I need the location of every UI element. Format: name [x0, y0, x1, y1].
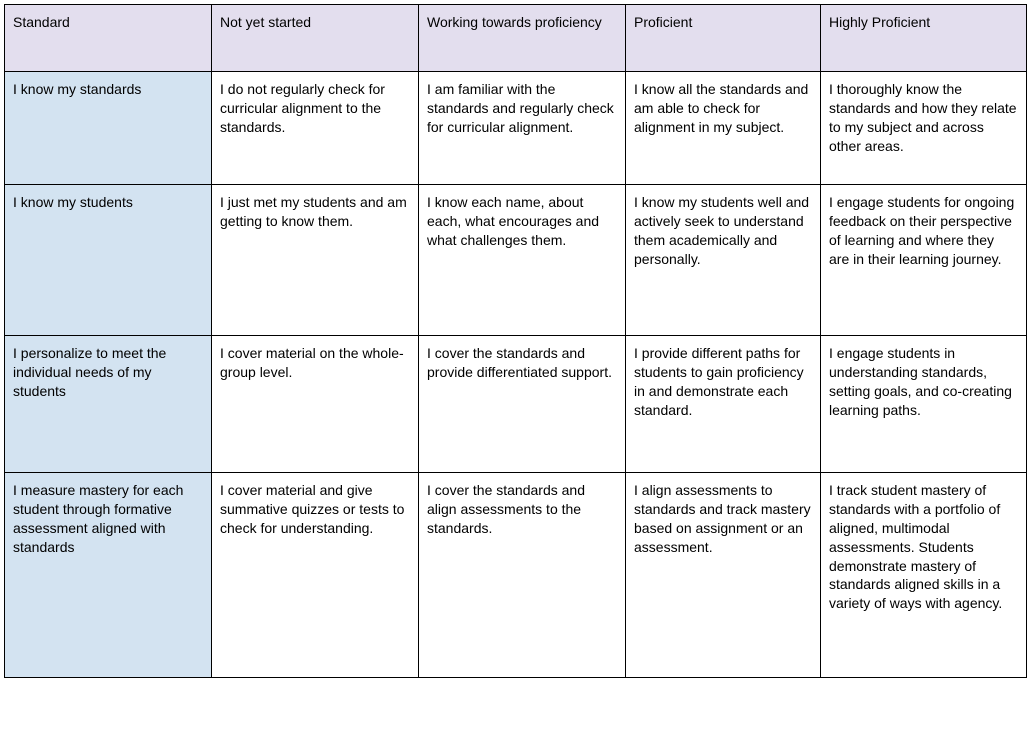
- cell-proficient: I align assessments to standards and tra…: [626, 473, 821, 678]
- cell-working: I cover the standards and provide differ…: [419, 336, 626, 473]
- col-working: Working towards proficiency: [419, 5, 626, 72]
- cell-not-yet: I just met my students and am getting to…: [212, 185, 419, 336]
- row-standard-label: I know my standards: [5, 72, 212, 185]
- cell-not-yet: I cover material on the whole-group leve…: [212, 336, 419, 473]
- table-row: I know my standards I do not regularly c…: [5, 72, 1027, 185]
- cell-highly: I engage students for ongoing feedback o…: [821, 185, 1027, 336]
- cell-proficient: I know all the standards and am able to …: [626, 72, 821, 185]
- cell-proficient: I know my students well and actively see…: [626, 185, 821, 336]
- cell-not-yet: I cover material and give summative quiz…: [212, 473, 419, 678]
- table-row: I know my students I just met my student…: [5, 185, 1027, 336]
- cell-working: I am familiar with the standards and reg…: [419, 72, 626, 185]
- cell-working: I know each name, about each, what encou…: [419, 185, 626, 336]
- col-not-yet: Not yet started: [212, 5, 419, 72]
- row-standard-label: I personalize to meet the individual nee…: [5, 336, 212, 473]
- cell-working: I cover the standards and align assessme…: [419, 473, 626, 678]
- header-row: Standard Not yet started Working towards…: [5, 5, 1027, 72]
- cell-highly: I engage students in understanding stand…: [821, 336, 1027, 473]
- col-standard: Standard: [5, 5, 212, 72]
- rubric-table: Standard Not yet started Working towards…: [4, 4, 1027, 678]
- col-proficient: Proficient: [626, 5, 821, 72]
- col-highly: Highly Proficient: [821, 5, 1027, 72]
- row-standard-label: I know my students: [5, 185, 212, 336]
- row-standard-label: I measure mastery for each student throu…: [5, 473, 212, 678]
- table-row: I measure mastery for each student throu…: [5, 473, 1027, 678]
- cell-proficient: I provide different paths for students t…: [626, 336, 821, 473]
- cell-not-yet: I do not regularly check for curricular …: [212, 72, 419, 185]
- table-row: I personalize to meet the individual nee…: [5, 336, 1027, 473]
- cell-highly: I thoroughly know the standards and how …: [821, 72, 1027, 185]
- cell-highly: I track student mastery of standards wit…: [821, 473, 1027, 678]
